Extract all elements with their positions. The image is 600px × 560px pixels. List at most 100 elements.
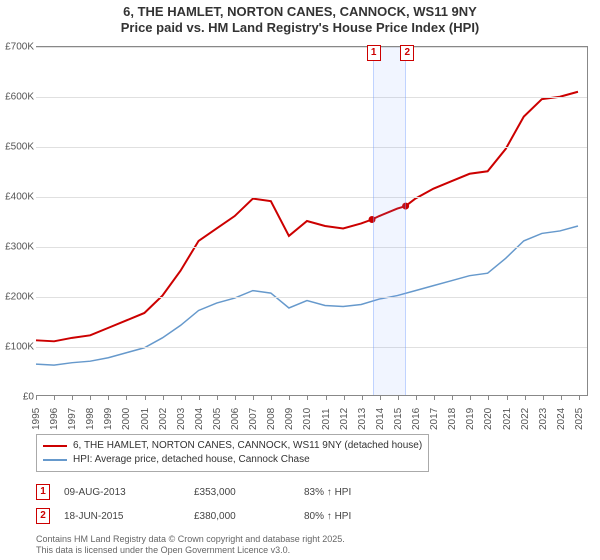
title-block: 6, THE HAMLET, NORTON CANES, CANNOCK, WS… bbox=[0, 0, 600, 37]
legend: 6, THE HAMLET, NORTON CANES, CANNOCK, WS… bbox=[36, 434, 429, 472]
y-axis-label: £200K bbox=[0, 292, 34, 303]
y-axis-label: £300K bbox=[0, 242, 34, 253]
x-tick bbox=[434, 396, 435, 400]
y-axis-label: £100K bbox=[0, 342, 34, 353]
chart-marker-2: 2 bbox=[400, 45, 414, 61]
x-tick bbox=[145, 396, 146, 400]
x-tick bbox=[235, 396, 236, 400]
footer: Contains HM Land Registry data © Crown c… bbox=[36, 534, 345, 556]
x-axis-label: 2000 bbox=[121, 408, 132, 430]
x-axis-label: 2021 bbox=[502, 408, 513, 430]
x-tick bbox=[380, 396, 381, 400]
gridline bbox=[36, 197, 587, 198]
annotation-row-2: 2 18-JUN-2015 £380,000 80% ↑ HPI bbox=[36, 508, 588, 524]
x-axis-label: 2003 bbox=[176, 408, 187, 430]
x-axis-label: 2011 bbox=[321, 408, 332, 430]
x-axis-label: 2023 bbox=[538, 408, 549, 430]
x-tick bbox=[253, 396, 254, 400]
gridline bbox=[36, 47, 587, 48]
x-tick bbox=[525, 396, 526, 400]
x-axis-label: 1996 bbox=[49, 408, 60, 430]
y-axis-label: £600K bbox=[0, 92, 34, 103]
y-axis-label: £500K bbox=[0, 142, 34, 153]
x-axis-label: 2016 bbox=[411, 408, 422, 430]
x-tick bbox=[561, 396, 562, 400]
gridline bbox=[36, 97, 587, 98]
x-tick bbox=[398, 396, 399, 400]
x-axis-label: 1995 bbox=[31, 408, 42, 430]
x-tick bbox=[344, 396, 345, 400]
x-tick bbox=[163, 396, 164, 400]
plot-area: £0£100K£200K£300K£400K£500K£600K£700K12 bbox=[36, 46, 588, 396]
plot-svg bbox=[36, 47, 587, 395]
annotation-marker-2: 2 bbox=[36, 508, 50, 524]
x-axis-label: 2009 bbox=[284, 408, 295, 430]
annotation-price-2: £380,000 bbox=[194, 511, 304, 522]
x-tick bbox=[326, 396, 327, 400]
x-tick bbox=[271, 396, 272, 400]
x-tick bbox=[488, 396, 489, 400]
x-axis-label: 2001 bbox=[140, 408, 151, 430]
chart-container: 6, THE HAMLET, NORTON CANES, CANNOCK, WS… bbox=[0, 0, 600, 560]
title-line-2: Price paid vs. HM Land Registry's House … bbox=[0, 20, 600, 36]
annotation-marker-1: 1 bbox=[36, 484, 50, 500]
x-axis-label: 2018 bbox=[447, 408, 458, 430]
x-axis-label: 2002 bbox=[158, 408, 169, 430]
gridline bbox=[36, 147, 587, 148]
x-axis-label: 2006 bbox=[230, 408, 241, 430]
legend-swatch-2 bbox=[43, 459, 67, 461]
legend-label-1: 6, THE HAMLET, NORTON CANES, CANNOCK, WS… bbox=[73, 439, 422, 453]
x-tick bbox=[217, 396, 218, 400]
x-tick bbox=[181, 396, 182, 400]
x-axis-label: 1999 bbox=[103, 408, 114, 430]
legend-label-2: HPI: Average price, detached house, Cann… bbox=[73, 453, 310, 467]
series-price_paid bbox=[36, 92, 578, 342]
x-tick bbox=[579, 396, 580, 400]
x-axis-label: 1997 bbox=[67, 408, 78, 430]
x-axis-label: 2012 bbox=[339, 408, 350, 430]
x-tick bbox=[199, 396, 200, 400]
x-tick bbox=[416, 396, 417, 400]
x-axis-label: 2013 bbox=[357, 408, 368, 430]
annotation-hpi-1: 83% ↑ HPI bbox=[304, 487, 351, 498]
x-tick bbox=[470, 396, 471, 400]
x-axis-label: 2005 bbox=[212, 408, 223, 430]
x-tick bbox=[452, 396, 453, 400]
x-tick bbox=[126, 396, 127, 400]
x-axis-label: 1998 bbox=[85, 408, 96, 430]
footer-line-2: This data is licensed under the Open Gov… bbox=[36, 545, 345, 556]
x-tick bbox=[362, 396, 363, 400]
x-axis-label: 2004 bbox=[194, 408, 205, 430]
footer-line-1: Contains HM Land Registry data © Crown c… bbox=[36, 534, 345, 545]
x-axis-label: 2025 bbox=[574, 408, 585, 430]
x-tick bbox=[36, 396, 37, 400]
x-tick bbox=[307, 396, 308, 400]
x-axis-labels: 1995199619971998199920002001200220032004… bbox=[36, 398, 588, 438]
annotation-date-1: 09-AUG-2013 bbox=[64, 487, 194, 498]
annotation-price-1: £353,000 bbox=[194, 487, 304, 498]
x-axis-label: 2015 bbox=[393, 408, 404, 430]
annotation-date-2: 18-JUN-2015 bbox=[64, 511, 194, 522]
y-axis-label: £0 bbox=[0, 392, 34, 403]
x-axis-label: 2014 bbox=[375, 408, 386, 430]
x-tick bbox=[289, 396, 290, 400]
x-axis-label: 2022 bbox=[520, 408, 531, 430]
x-axis-label: 2010 bbox=[302, 408, 313, 430]
x-axis-label: 2008 bbox=[266, 408, 277, 430]
x-axis-label: 2017 bbox=[429, 408, 440, 430]
x-tick bbox=[507, 396, 508, 400]
gridline bbox=[36, 347, 587, 348]
y-axis-label: £700K bbox=[0, 42, 34, 53]
gridline bbox=[36, 297, 587, 298]
chart-marker-1: 1 bbox=[367, 45, 381, 61]
x-tick bbox=[90, 396, 91, 400]
x-tick bbox=[108, 396, 109, 400]
x-axis-label: 2019 bbox=[465, 408, 476, 430]
x-axis-label: 2020 bbox=[483, 408, 494, 430]
annotation-row-1: 1 09-AUG-2013 £353,000 83% ↑ HPI bbox=[36, 484, 588, 500]
y-axis-label: £400K bbox=[0, 192, 34, 203]
title-line-1: 6, THE HAMLET, NORTON CANES, CANNOCK, WS… bbox=[0, 4, 600, 20]
legend-swatch-1 bbox=[43, 445, 67, 447]
x-axis-label: 2024 bbox=[556, 408, 567, 430]
annotation-hpi-2: 80% ↑ HPI bbox=[304, 511, 351, 522]
